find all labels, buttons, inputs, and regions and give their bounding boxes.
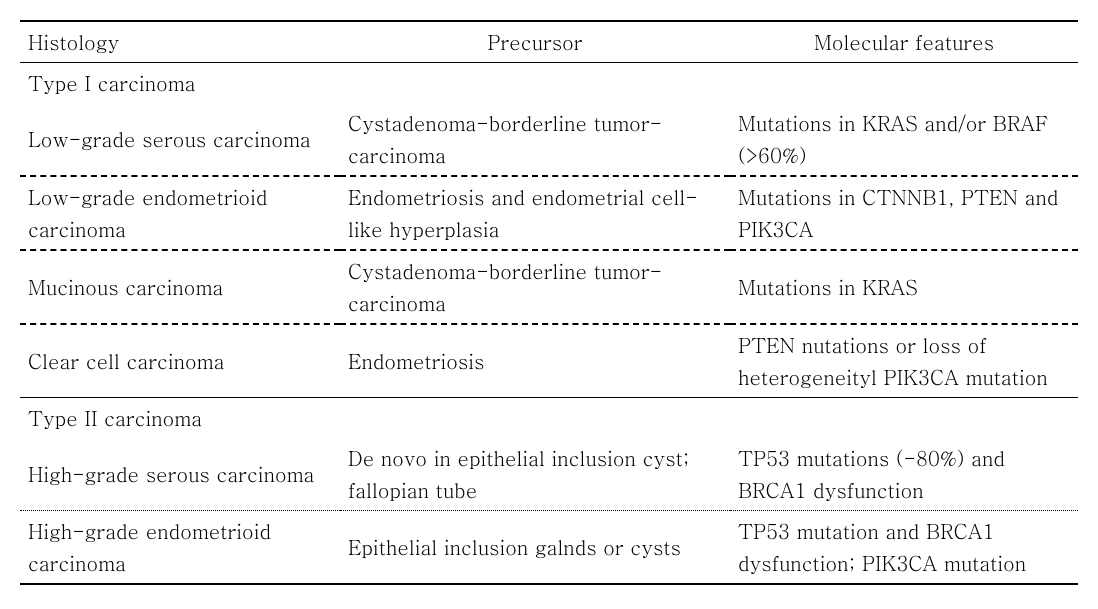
table-row: Clear cell carcinoma Endometriosis PTEN … (20, 324, 1078, 398)
cell-precursor: Epithelial inclusion galnds or cysts (340, 511, 730, 585)
table-row: Low-grade serous carcinoma Cystadenoma-b… (20, 103, 1078, 176)
cell-molecular: Mutations in KRAS and/or BRAF (>60%) (730, 103, 1078, 176)
cell-precursor: Cystadenoma-borderline tumor-carcinoma (340, 103, 730, 176)
col-header-molecular: Molecular features (730, 21, 1078, 63)
cell-precursor: De novo in epithelial inclusion cyst; fa… (340, 438, 730, 511)
table-row: Low-grade endometrioid carcinoma Endomet… (20, 176, 1078, 250)
cell-precursor: Endometriosis (340, 324, 730, 398)
section-label-type1: Type I carcinoma (20, 63, 1078, 104)
cell-molecular: TP53 mutations (-80%) and BRCA1 dysfunct… (730, 438, 1078, 511)
table-row: High-grade serous carcinoma De novo in e… (20, 438, 1078, 511)
table-row: Mucinous carcinoma Cystadenoma-borderlin… (20, 250, 1078, 324)
section-row-type2: Type II carcinoma (20, 398, 1078, 439)
cell-histology: High-grade serous carcinoma (20, 438, 340, 511)
section-label-type2: Type II carcinoma (20, 398, 1078, 439)
cell-molecular: Mutations in CTNNB1, PTEN and PIK3CA (730, 176, 1078, 250)
cell-histology: Low-grade serous carcinoma (20, 103, 340, 176)
col-header-precursor: Precursor (340, 21, 730, 63)
col-header-histology: Histology (20, 21, 340, 63)
cell-molecular: Mutations in KRAS (730, 250, 1078, 324)
cell-precursor: Cystadenoma-borderline tumor-carcinoma (340, 250, 730, 324)
cell-precursor: Endometriosis and endometrial cell-like … (340, 176, 730, 250)
table-header-row: Histology Precursor Molecular features (20, 21, 1078, 63)
section-row-type1: Type I carcinoma (20, 63, 1078, 104)
table-row: High-grade endometrioid carcinoma Epithe… (20, 511, 1078, 585)
cell-molecular: PTEN nutations or loss of heterogeneityl… (730, 324, 1078, 398)
carcinoma-table: Histology Precursor Molecular features T… (20, 20, 1078, 585)
cell-histology: Mucinous carcinoma (20, 250, 340, 324)
table-body: Type I carcinoma Low-grade serous carcin… (20, 63, 1078, 585)
cell-histology: Low-grade endometrioid carcinoma (20, 176, 340, 250)
cell-histology: High-grade endometrioid carcinoma (20, 511, 340, 585)
cell-molecular: TP53 mutation and BRCA1 dysfunction; PIK… (730, 511, 1078, 585)
cell-histology: Clear cell carcinoma (20, 324, 340, 398)
